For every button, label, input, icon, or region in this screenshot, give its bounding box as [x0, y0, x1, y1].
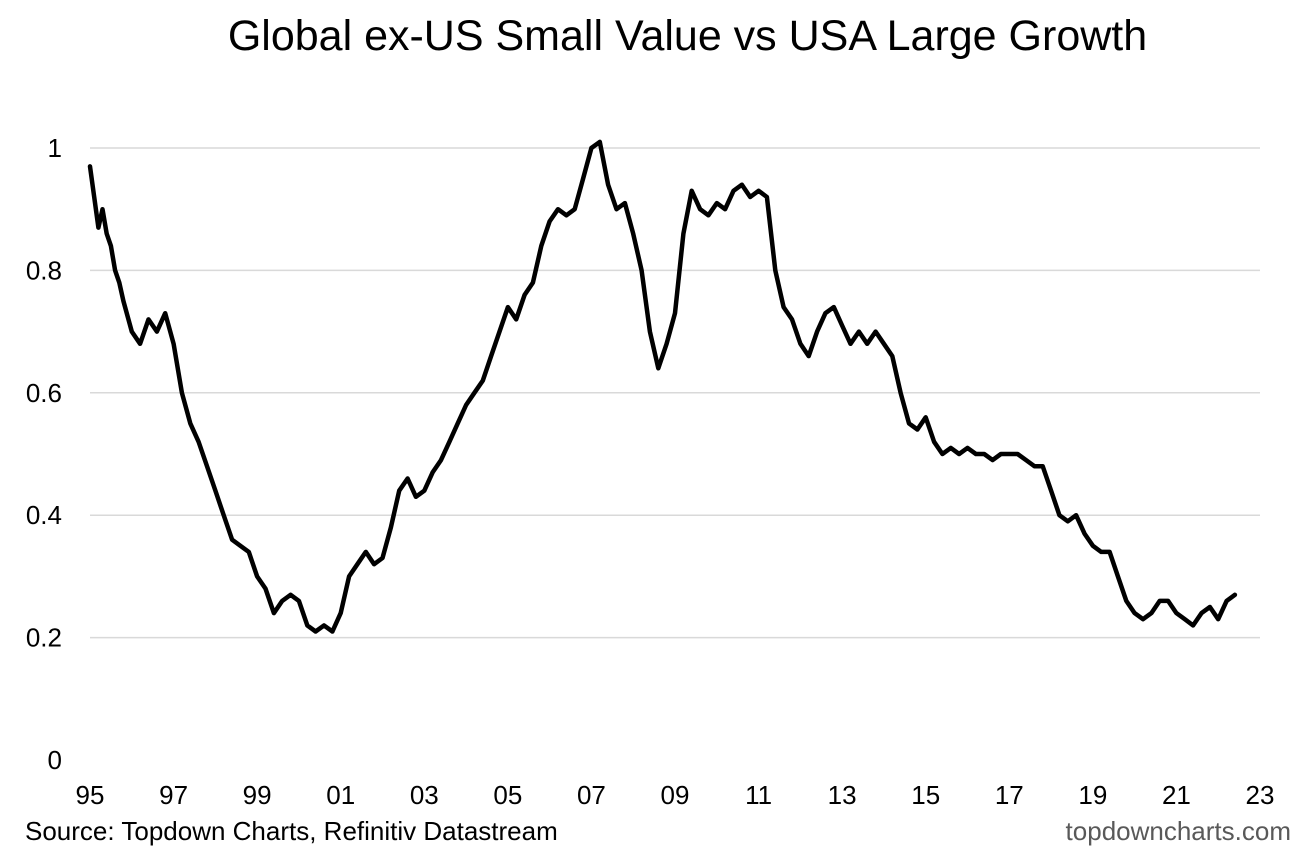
y-tick-label: 1	[48, 133, 62, 163]
x-tick-label: 19	[1078, 780, 1107, 810]
x-tick-label: 95	[76, 780, 105, 810]
x-tick-label: 97	[159, 780, 188, 810]
x-tick-label: 09	[661, 780, 690, 810]
x-tick-label: 23	[1246, 780, 1275, 810]
y-tick-label: 0.4	[26, 500, 62, 530]
y-tick-label: 0	[48, 745, 62, 775]
x-tick-label: 03	[410, 780, 439, 810]
y-tick-label: 0.6	[26, 378, 62, 408]
x-tick-label: 21	[1162, 780, 1191, 810]
series-line	[87, 139, 1238, 634]
y-tick-label: 0.2	[26, 623, 62, 653]
x-tick-label: 99	[243, 780, 272, 810]
x-tick-label: 17	[995, 780, 1024, 810]
gridlines	[90, 147, 1260, 639]
x-tick-label: 11	[745, 780, 772, 810]
x-tick-label: 15	[911, 780, 940, 810]
chart-title: Global ex-US Small Value vs USA Large Gr…	[227, 12, 1148, 60]
source-note: Source: Topdown Charts, Refinitiv Datast…	[25, 816, 558, 846]
x-tick-label: 01	[326, 780, 355, 810]
x-tick-label: 13	[828, 780, 857, 810]
x-tick-label: 05	[493, 780, 522, 810]
x-axis-tick-labels: 95 97 99 01 03 05 07 09 11 13 15 17 19 21 23	[76, 780, 1275, 810]
x-tick-label: 07	[577, 780, 606, 810]
series-layer	[87, 139, 1238, 634]
y-axis-tick-labels: 0 0.2 0.4 0.6 0.8 1	[26, 133, 62, 775]
y-tick-label: 0.8	[26, 255, 62, 285]
brand-watermark: topdowncharts.com	[1065, 816, 1291, 846]
